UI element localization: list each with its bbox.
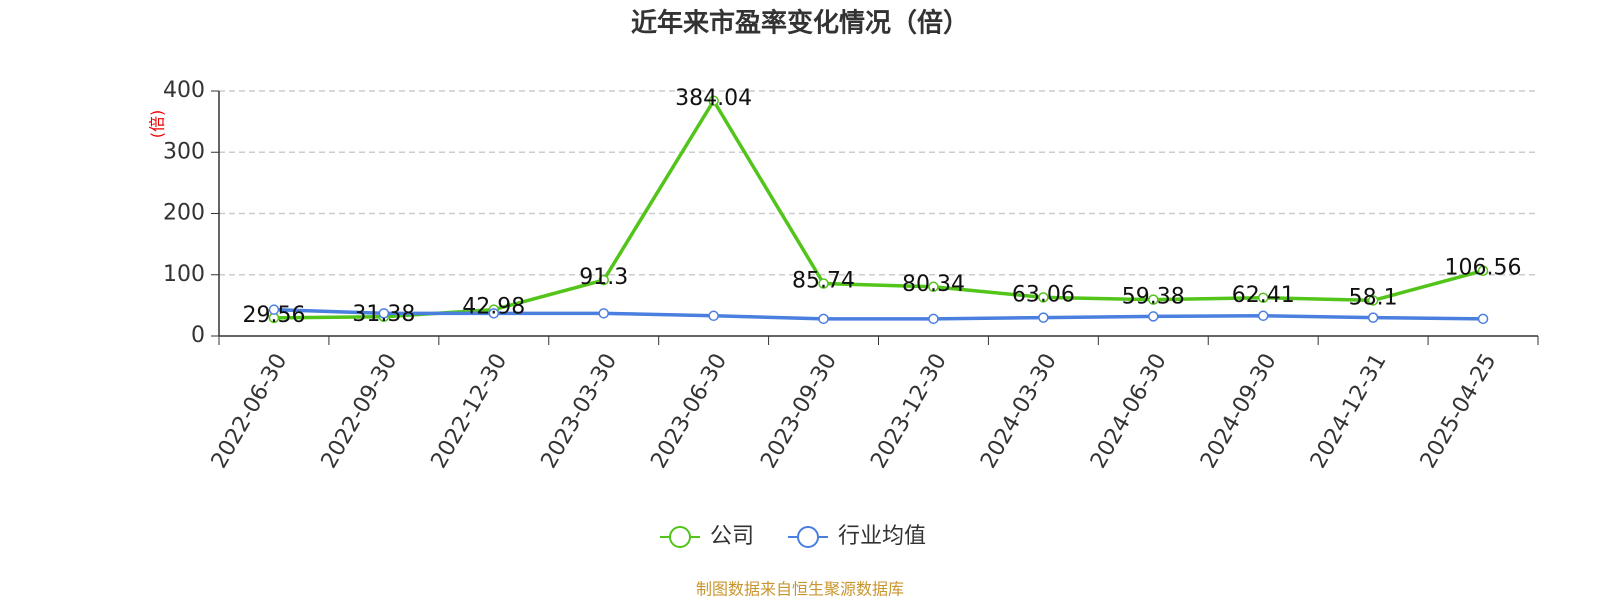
point	[1477, 265, 1489, 276]
data-label: 106.56	[1445, 256, 1522, 281]
point	[268, 304, 280, 315]
legend-marker[interactable]	[797, 526, 820, 548]
x-tick-label: 2022-12-30	[427, 350, 513, 473]
series-line	[273, 97, 1484, 320]
data-label: 29.56	[242, 303, 305, 328]
data-label: 59.38	[1122, 285, 1185, 310]
x-tick-label: 2024-03-30	[976, 350, 1062, 473]
series-line	[273, 307, 1484, 321]
data-label: 91.3	[579, 265, 628, 290]
point	[928, 281, 939, 293]
y-axis-label: (倍)	[148, 110, 167, 139]
point	[1038, 312, 1049, 323]
point	[1477, 313, 1489, 325]
point	[1257, 310, 1269, 322]
data-label: 85.74	[792, 268, 855, 293]
point	[708, 310, 719, 322]
y-tick-label: 200	[163, 201, 205, 226]
point	[378, 308, 390, 319]
data-label: 80.34	[902, 272, 965, 297]
data-label: 384.04	[675, 86, 752, 111]
data-label: 58.1	[1349, 285, 1398, 310]
y-tick-label: 100	[163, 262, 205, 287]
point	[1148, 294, 1159, 305]
point	[598, 308, 609, 319]
point	[598, 274, 609, 286]
point	[1148, 311, 1159, 322]
x-tick-label: 2023-09-30	[756, 350, 842, 473]
x-tick-label: 2024-09-30	[1196, 350, 1282, 473]
point	[708, 95, 719, 107]
x-tick-label: 2022-06-30	[207, 350, 293, 473]
data-label: 31.38	[352, 302, 415, 327]
source-note: 制图数据来自恒生聚源数据库	[696, 580, 904, 599]
y-tick-label: 300	[163, 139, 205, 164]
x-tick-label: 2024-06-30	[1086, 350, 1172, 473]
point	[1367, 312, 1379, 323]
data-label: 63.06	[1012, 282, 1075, 307]
x-tick-label: 2022-09-30	[317, 350, 403, 473]
point	[928, 313, 939, 325]
point	[1257, 292, 1269, 304]
x-tick-label: 2024-12-31	[1306, 350, 1392, 473]
legend-label[interactable]: 行业均值	[838, 524, 926, 549]
point	[488, 308, 500, 319]
x-tick-label: 2023-06-30	[646, 350, 732, 473]
point	[1367, 295, 1379, 306]
point	[818, 278, 829, 289]
x-tick-label: 2023-03-30	[537, 350, 623, 473]
data-label: 62.41	[1232, 283, 1295, 308]
legend-marker[interactable]	[669, 526, 691, 548]
legend-label[interactable]: 公司	[710, 524, 754, 549]
data-label: 42.98	[462, 295, 525, 320]
point	[1038, 292, 1049, 303]
x-tick-label: 2025-04-25	[1416, 350, 1502, 473]
y-tick-label: 400	[163, 78, 205, 103]
chart-title: 近年来市盈率变化情况（倍）	[631, 8, 969, 39]
x-tick-label: 2023-12-30	[866, 350, 952, 473]
point	[818, 313, 829, 325]
y-tick-label: 0	[191, 323, 205, 348]
